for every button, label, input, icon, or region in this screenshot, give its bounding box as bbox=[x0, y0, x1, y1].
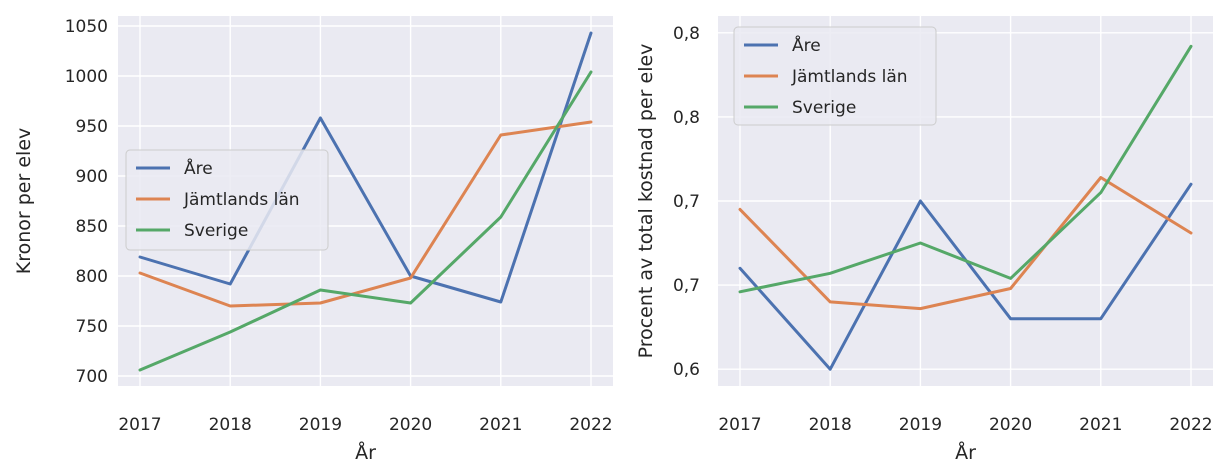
y-tick-label: 0,8 bbox=[673, 108, 700, 128]
x-tick-label: 2018 bbox=[209, 415, 252, 435]
legend-entry-label: Jämtlands län bbox=[183, 190, 300, 210]
series-line bbox=[138, 70, 593, 372]
x-tick-label: 2022 bbox=[1169, 415, 1212, 435]
series-line bbox=[738, 44, 1193, 294]
y-tick-label: 900 bbox=[76, 167, 108, 187]
legend: Åre Jämtlands län Sverige bbox=[733, 26, 937, 126]
y-tick-label: 0,6 bbox=[673, 360, 700, 380]
x-tick-label: 2021 bbox=[1079, 415, 1122, 435]
x-tick-label: 2022 bbox=[569, 415, 612, 435]
legend-entry-label: Åre bbox=[792, 34, 821, 56]
legend-entry-label: Åre bbox=[184, 157, 213, 179]
x-axis-label: År bbox=[355, 441, 376, 461]
x-tick-label: 2020 bbox=[989, 415, 1032, 435]
series-line bbox=[138, 120, 593, 308]
right-chart-panel: 2017 2018 2019 2020 2021 2022 0,6 0,7 0,7 0,8 0,8 Å… bbox=[635, 16, 1213, 464]
legend-entry-label: Jämtlands län bbox=[791, 67, 908, 87]
y-tick-label: 750 bbox=[76, 317, 108, 337]
x-tick-label: 2019 bbox=[899, 415, 942, 435]
x-tick-label: 2017 bbox=[118, 415, 161, 435]
y-tick-label: 1000 bbox=[65, 67, 108, 87]
legend-entry-label: Sverige bbox=[184, 221, 248, 241]
x-tick-label: 2017 bbox=[718, 415, 761, 435]
y-tick-label: 700 bbox=[76, 367, 108, 387]
y-axis-label: Kronor per elev bbox=[13, 128, 35, 275]
legend-frame bbox=[125, 149, 329, 251]
x-tick-label: 2019 bbox=[299, 415, 342, 435]
x-tick-label: 2020 bbox=[389, 415, 432, 435]
y-tick-label: 800 bbox=[76, 267, 108, 287]
y-tick-label: 1050 bbox=[65, 17, 108, 37]
y-axis-label: Procent av total kostnad per elev bbox=[635, 44, 657, 359]
y-tick-label: 0,7 bbox=[673, 276, 700, 296]
left-chart-panel: 2017 2018 2019 2020 2021 2022 700 750 800 850 900 9… bbox=[13, 16, 613, 464]
x-axis-label: År bbox=[955, 441, 976, 461]
x-tick-label: 2021 bbox=[479, 415, 522, 435]
series-line bbox=[738, 176, 1193, 311]
legend-frame bbox=[733, 26, 937, 126]
y-tick-label: 950 bbox=[76, 117, 108, 137]
x-tick-label: 2018 bbox=[809, 415, 852, 435]
y-tick-label: 850 bbox=[76, 217, 108, 237]
legend-entry-label: Sverige bbox=[792, 98, 856, 118]
series-line bbox=[138, 31, 593, 304]
legend: Åre Jämtlands län Sverige bbox=[125, 149, 329, 251]
y-tick-label: 0,8 bbox=[673, 24, 700, 44]
y-tick-label: 0,7 bbox=[673, 192, 700, 212]
